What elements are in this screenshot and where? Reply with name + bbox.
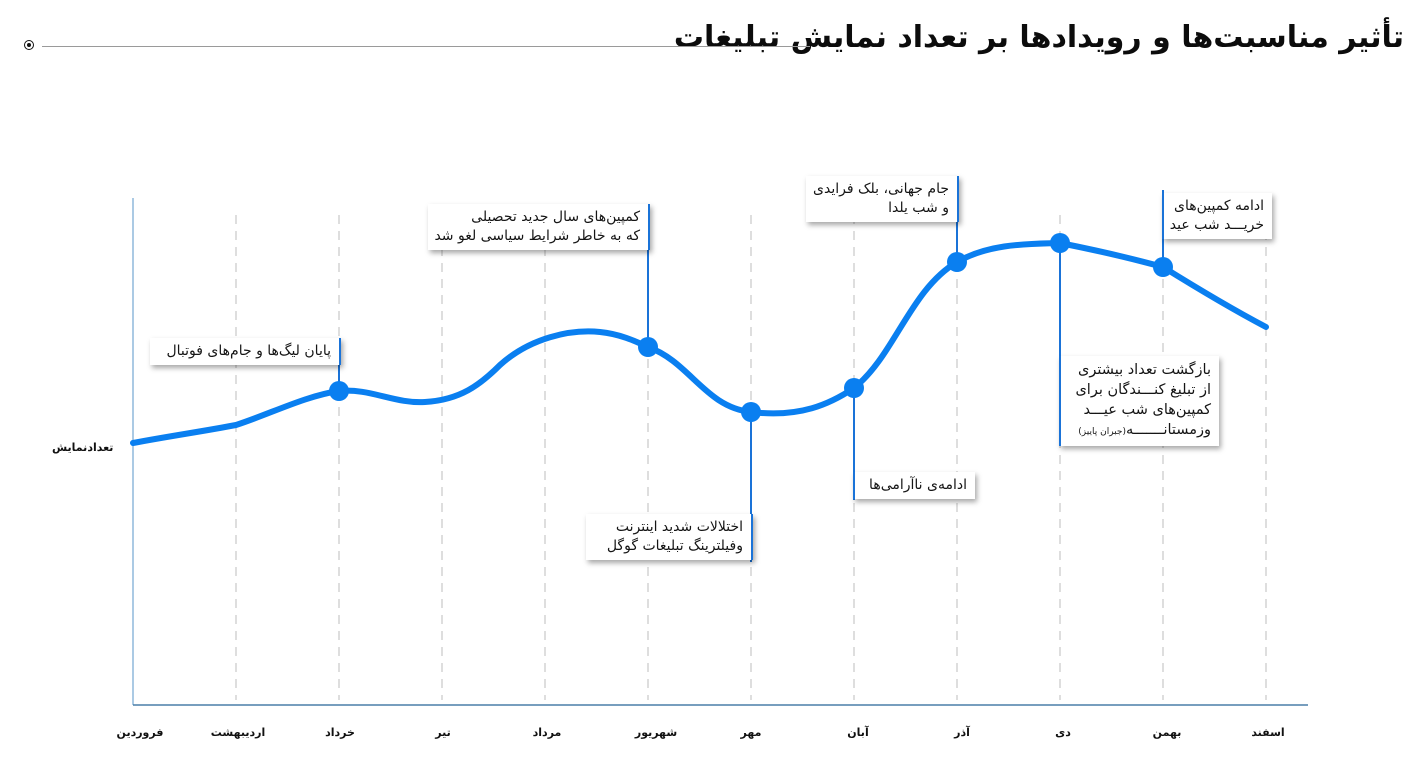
annotation-line: وزمستانـــــــه bbox=[1125, 422, 1211, 438]
x-tick-label: شهریور bbox=[634, 726, 678, 739]
annotation-dey: بازگشت تعداد بیشتری از تبلیغ کنـــندگان … bbox=[1059, 356, 1219, 446]
annotation-line: اختلالات شدید اینترنت bbox=[615, 519, 743, 535]
annotation-line: ادامه‌ی ناآرامی‌ها bbox=[869, 477, 967, 493]
chart-title: تأثیر مناسبت‌ها و رویدادها بر تعداد نمای… bbox=[673, 20, 1405, 55]
x-tick-label: خرداد bbox=[325, 726, 355, 739]
x-tick-label: آذر bbox=[954, 726, 970, 739]
annotation-line: وفیلترینگ تبلیغات گوگل bbox=[606, 538, 743, 554]
x-tick-label: دی bbox=[1055, 726, 1071, 739]
annotation-line: که به خاطر شرایط سیاسی لغو شد bbox=[434, 228, 640, 244]
annotation-bahman: ادامه کمپین‌های خریـــد شب عید bbox=[1162, 193, 1272, 239]
gridlines bbox=[235, 215, 1267, 700]
data-markers bbox=[329, 233, 1173, 422]
title-bullet-icon bbox=[24, 40, 34, 50]
x-tick-label: اردیبهشت bbox=[210, 726, 266, 739]
x-tick-label: تیر bbox=[435, 726, 451, 739]
y-axis-label: تعدادنمایش bbox=[52, 441, 114, 454]
annotation-line: خریـــد شب عید bbox=[1169, 217, 1264, 233]
annotation-line-with-note: وزمستانـــــــه(جبران پاییز) bbox=[1069, 420, 1211, 442]
x-tick-label: اسفند bbox=[1251, 726, 1285, 739]
annotation-line: بازگشت تعداد بیشتری bbox=[1078, 362, 1211, 378]
x-tick-label: مهر bbox=[740, 726, 762, 739]
x-tick-label: بهمن bbox=[1152, 726, 1182, 739]
annotation-khordad: پایان لیگ‌ها و جام‌های فوتبال bbox=[150, 338, 341, 365]
x-tick-label: مرداد bbox=[532, 726, 562, 739]
annotation-aban: ادامه‌ی ناآرامی‌ها bbox=[853, 472, 975, 499]
x-tick-label: فروردین bbox=[116, 726, 164, 739]
annotation-aside: (جبران پاییز) bbox=[1078, 427, 1126, 437]
annotation-shahrivar: کمپین‌های سال جدید تحصیلی که به خاطر شرا… bbox=[428, 204, 650, 250]
annotation-azar: جام جهانی، بلک فرایدی و شب یلدا bbox=[806, 176, 959, 222]
annotation-line: کمپین‌های شب عیـــد bbox=[1083, 402, 1211, 418]
x-tick-label: آبان bbox=[847, 726, 869, 739]
annotation-line: ادامه کمپین‌های bbox=[1174, 198, 1264, 214]
title-divider bbox=[42, 46, 810, 47]
annotation-line: پایان لیگ‌ها و جام‌های فوتبال bbox=[166, 343, 331, 359]
annotation-line: کمپین‌های سال جدید تحصیلی bbox=[471, 209, 640, 225]
annotation-line: و شب یلدا bbox=[888, 200, 949, 216]
annotation-mehr: اختلالات شدید اینترنت وفیلترینگ تبلیغات … bbox=[586, 514, 753, 560]
annotation-line: از تبلیغ کنـــندگان برای bbox=[1075, 382, 1211, 398]
annotation-line: جام جهانی، بلک فرایدی bbox=[813, 181, 949, 197]
